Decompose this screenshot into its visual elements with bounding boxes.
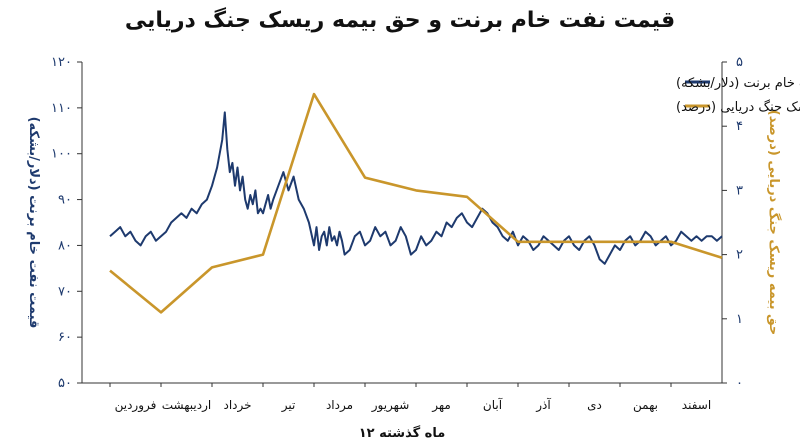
series-line-1 xyxy=(109,111,723,265)
series-lines xyxy=(109,92,723,314)
x-tick-label: شهریور xyxy=(371,398,410,413)
x-tick-label: آبان xyxy=(483,397,503,412)
x-tick-label: دی xyxy=(587,398,602,412)
y-right-tick-label: ۵ xyxy=(736,55,743,70)
x-tick-label: مرداد xyxy=(326,398,353,413)
x-tick-label: مهر xyxy=(431,398,451,413)
x-tick-label: خرداد xyxy=(223,398,251,413)
x-tick-label: اسفند xyxy=(682,398,711,412)
y-left-tick-label: ۸۰ xyxy=(58,238,72,253)
y-axis-left-label: قیمت نفت خام برنت (دلار/بشکه) xyxy=(26,117,41,329)
y-right-tick-label: ۰ xyxy=(736,376,743,391)
x-tick-label: آذر xyxy=(535,397,551,413)
y-left-tick-label: ۵۰ xyxy=(58,376,72,391)
chart-title: قیمت نفت خام برنت و حق بیمه ریسک جنگ دری… xyxy=(124,8,676,33)
legend-label: حق بیمه ریسک جنگ دریایی (درصد) xyxy=(676,99,800,115)
y-right-tick-label: ۱ xyxy=(736,312,743,327)
y-left-tick-label: ۱۲۰ xyxy=(51,55,72,70)
y-left-tick-label: ۹۰ xyxy=(58,193,72,208)
y-left-tick-label: ۱۱۰ xyxy=(51,101,72,116)
series-line-2 xyxy=(109,92,723,314)
axes-group xyxy=(81,62,723,384)
x-tick-label: اردیبهشت xyxy=(162,398,211,413)
y-axis-right-label: حق بیمه ریسک جنگ دریایی (درصد) xyxy=(766,110,782,335)
x-axis-label: ۱۲ ماه گذشته xyxy=(359,425,446,441)
y-left-tick-label: ۱۰۰ xyxy=(51,147,72,162)
y-left-tick-label: ۷۰ xyxy=(58,284,72,299)
y-right-tick-label: ۳ xyxy=(736,183,743,198)
legend: قیمت نفت خام برنت (دلار/بشکه) حق بیمه ریس… xyxy=(676,76,800,115)
ticks-group: ۵۰ ۶۰ ۷۰ ۸۰ ۹۰ ۱۰۰ ۱۱۰ ۱۲۰ ۰ ۱ ۲ ۳ ۴ ۵ فروردین اردیبهشت… xyxy=(51,55,743,413)
y-right-tick-label: ۴ xyxy=(736,119,743,134)
x-tick-label: تیر xyxy=(281,398,296,413)
x-tick-label: فروردین xyxy=(115,398,157,413)
legend-label: قیمت نفت خام برنت (دلار/بشکه) xyxy=(676,76,800,91)
y-right-tick-label: ۲ xyxy=(736,248,743,263)
x-tick-label: بهمن xyxy=(633,398,658,413)
y-left-tick-label: ۶۰ xyxy=(58,330,72,345)
